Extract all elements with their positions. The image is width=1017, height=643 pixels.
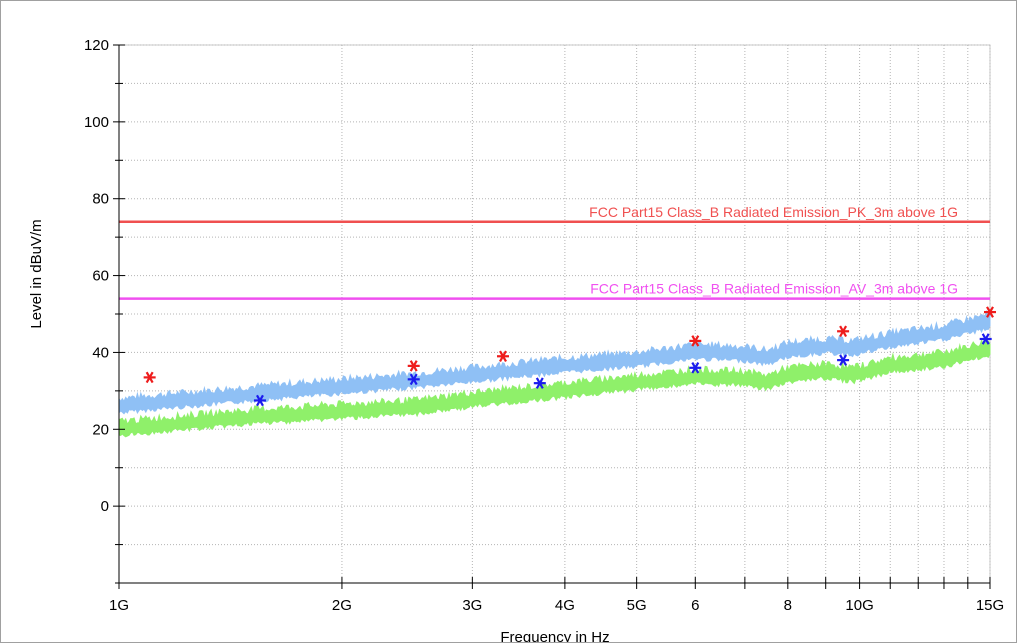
marker-stroke (986, 306, 994, 318)
average-trace (118, 338, 991, 438)
limit-line-label: FCC Part15 Class_B Radiated Emission_PK_… (589, 204, 958, 220)
peak-marker (689, 335, 702, 347)
limit-line-label: FCC Part15 Class_B Radiated Emission_AV_… (590, 281, 958, 297)
marker-stroke (839, 325, 848, 338)
marker-stroke (691, 362, 700, 374)
marker-stroke (535, 377, 544, 389)
marker-stroke (981, 333, 990, 345)
peak-marker (143, 371, 156, 384)
marker-stroke (145, 371, 154, 384)
y-axis-title: Level in dBuV/m (28, 219, 45, 328)
peak-marker (497, 350, 510, 363)
y-tick-label: 20 (92, 421, 109, 438)
marker-stroke (409, 360, 418, 372)
x-tick-label: 1G (109, 597, 129, 614)
average-marker (837, 354, 850, 366)
traces (118, 309, 991, 438)
y-tick-label: 0 (101, 498, 109, 515)
markers (143, 306, 996, 407)
y-tick-label: 60 (92, 268, 109, 285)
y-tick-label: 120 (84, 37, 109, 54)
y-tick-label: 100 (84, 114, 109, 131)
y-tick-label: 40 (92, 344, 109, 361)
marker-stroke (256, 394, 264, 407)
peak-marker (837, 325, 850, 338)
marker-stroke (839, 354, 848, 366)
average-marker (407, 373, 420, 386)
x-tick-label: 3G (462, 597, 482, 614)
peak-marker (984, 306, 996, 318)
x-tick-label: 15G (976, 597, 1004, 614)
average-marker (533, 377, 546, 389)
peak-trace (118, 309, 991, 415)
x-tick-label: 2G (332, 597, 352, 614)
x-tick-label: 10G (845, 597, 873, 614)
marker-stroke (499, 350, 507, 363)
x-tick-label: 5G (627, 597, 647, 614)
x-tick-label: 4G (555, 597, 575, 614)
marker-stroke (691, 335, 700, 347)
average-marker (253, 394, 266, 407)
x-tick-label: 6 (691, 597, 699, 614)
y-tick-label: 80 (92, 191, 109, 208)
limit-lines: FCC Part15 Class_B Radiated Emission_PK_… (119, 204, 990, 300)
average-marker (689, 362, 702, 374)
peak-marker (407, 360, 420, 372)
x-axis-title: Frequency in Hz (500, 629, 609, 642)
axes: 0 20 40 60 80 100 120 1G 2G 3G 4G 5G 6 8 10G 15G (84, 37, 1004, 614)
marker-stroke (409, 373, 418, 386)
x-tick-label: 8 (784, 597, 792, 614)
average-marker (979, 333, 992, 345)
grid (118, 44, 991, 584)
